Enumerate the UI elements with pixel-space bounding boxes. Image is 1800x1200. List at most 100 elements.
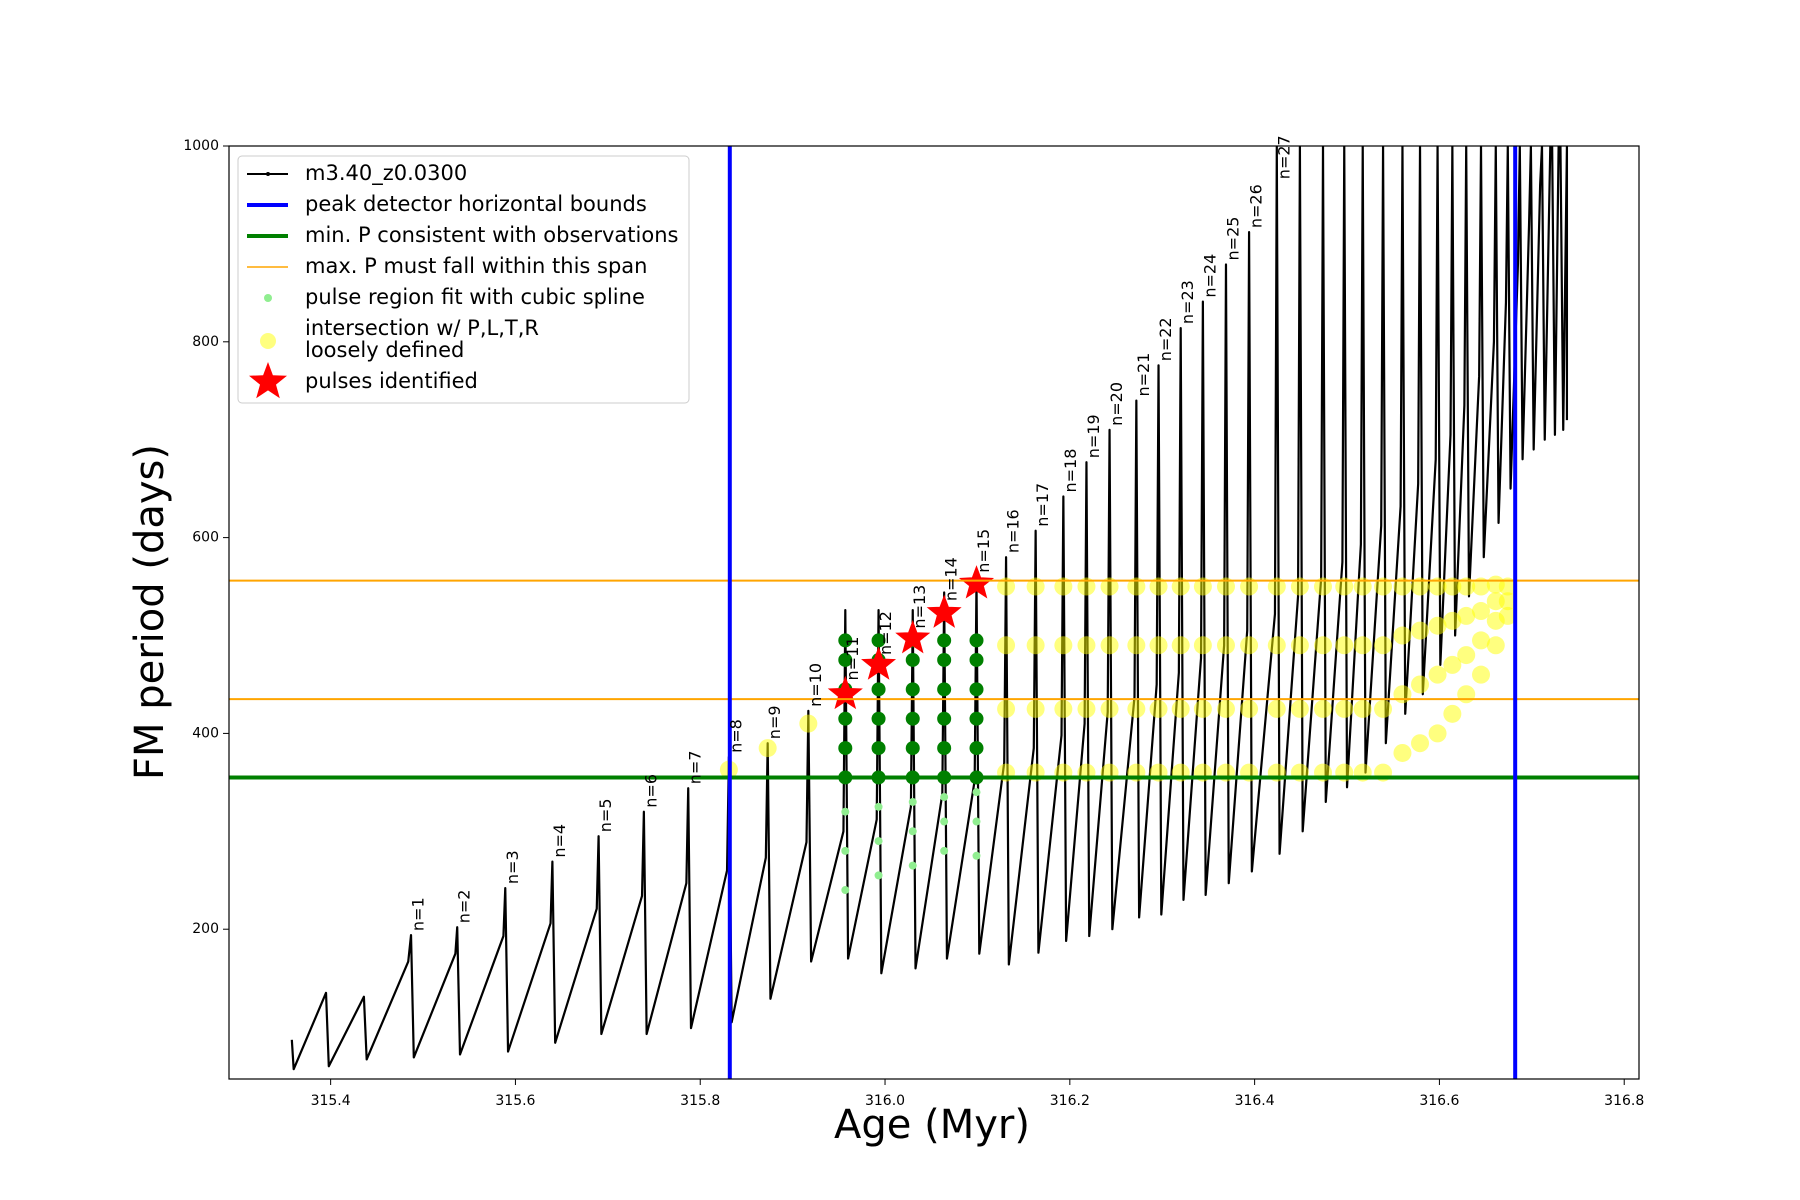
legend-label: peak detector horizontal bounds	[305, 192, 647, 216]
legend-label: pulse region fit with cubic spline	[305, 285, 645, 309]
scatter-point	[1411, 577, 1430, 596]
pulse-label: n=14	[942, 557, 961, 601]
pulse-label: n=20	[1107, 382, 1126, 426]
legend-symbol	[249, 362, 287, 399]
scatter-point	[1443, 704, 1462, 723]
scatter-point	[1290, 636, 1309, 655]
scatter-point	[1443, 577, 1462, 596]
scatter-point	[937, 682, 952, 697]
scatter-point	[758, 739, 777, 758]
scatter-point	[1457, 577, 1476, 596]
scatter-point	[1077, 577, 1096, 596]
y-tick-label: 200	[192, 921, 219, 937]
y-axis-label: FM period (days)	[127, 444, 173, 780]
scatter-point	[1149, 636, 1168, 655]
scatter-point	[1054, 577, 1073, 596]
scatter-point	[1411, 734, 1430, 753]
pulse-label: n=16	[1004, 509, 1023, 553]
star-marker	[861, 646, 897, 680]
scatter-point	[905, 741, 920, 756]
scatter-point	[1313, 699, 1332, 718]
axes-frame	[228, 145, 1640, 1080]
scatter-point	[969, 711, 984, 726]
scatter-point	[1457, 646, 1476, 665]
pulse-label: n=8	[726, 719, 745, 753]
scatter-point	[1498, 577, 1517, 596]
scatter-point	[1290, 699, 1309, 718]
plot-area	[229, 146, 1639, 1079]
scatter-point	[1077, 636, 1096, 655]
scatter-point	[841, 886, 850, 895]
pulse-label: n=15	[974, 529, 993, 573]
scatter-point	[1240, 699, 1259, 718]
scatter-point	[838, 741, 853, 756]
scatter-point	[1216, 577, 1235, 596]
scatter-point	[937, 633, 952, 648]
scatter-point	[1267, 577, 1286, 596]
scatter-point	[1443, 611, 1462, 630]
star-marker	[926, 594, 962, 628]
scatter-point	[1393, 577, 1412, 596]
pulse-label: n=1	[409, 897, 428, 931]
scatter-point	[997, 636, 1016, 655]
scatter-point	[1457, 685, 1476, 704]
scatter-point	[874, 871, 883, 880]
scatter-point	[1353, 577, 1372, 596]
y-tick-label: 600	[192, 530, 219, 546]
star-marker	[895, 619, 931, 654]
scatter-point	[1077, 699, 1096, 718]
y-tick-label: 800	[192, 334, 219, 350]
scatter-point	[874, 802, 883, 811]
scatter-point	[1428, 724, 1447, 743]
scatter-point	[1026, 699, 1045, 718]
scatter-point	[905, 652, 920, 667]
scatter-point	[1290, 577, 1309, 596]
scatter-point	[1411, 621, 1430, 640]
scatter-point	[1471, 631, 1490, 650]
legend-label: loosely defined	[305, 338, 464, 362]
pulse-label: n=7	[686, 750, 705, 784]
scatter-point	[1149, 699, 1168, 718]
legend-symbol	[260, 333, 276, 349]
y-tick-label: 400	[192, 725, 219, 741]
x-tick-label: 316.8	[1604, 1093, 1644, 1109]
pulse-label: n=2	[455, 890, 474, 924]
scatter-point	[1054, 699, 1073, 718]
scatter-point	[1374, 577, 1393, 596]
scatter-point	[1267, 699, 1286, 718]
y-tick-label: 1000	[183, 138, 219, 154]
scatter-point	[940, 846, 949, 855]
x-tick-label: 315.4	[311, 1093, 351, 1109]
scatter-point	[940, 793, 949, 802]
scatter-point	[1471, 665, 1490, 684]
scatter-point	[1127, 699, 1146, 718]
scatter-point	[908, 797, 917, 806]
scatter-point	[1411, 675, 1430, 694]
legend-label: max. P must fall within this span	[305, 254, 647, 278]
scatter-point	[1393, 743, 1412, 762]
scatter-point	[1127, 577, 1146, 596]
scatter-point	[841, 846, 850, 855]
scatter-point	[1193, 577, 1212, 596]
scatter-point	[1353, 699, 1372, 718]
legend-symbol	[264, 294, 272, 302]
data-line	[290, 146, 1569, 1071]
legend-label: m3.40_z0.0300	[305, 161, 467, 186]
pulse-label: n=5	[596, 798, 615, 832]
pulse-label: n=19	[1084, 414, 1103, 458]
legend-label: intersection w/ P,L,T,R	[305, 316, 539, 340]
pulse-label: n=18	[1061, 449, 1080, 493]
scatter-point	[1100, 577, 1119, 596]
scatter-point	[969, 652, 984, 667]
scatter-point	[1171, 636, 1190, 655]
star-marker	[827, 675, 863, 710]
scatter-point	[1100, 636, 1119, 655]
scatter-point	[1335, 699, 1354, 718]
scatter-point	[1240, 636, 1259, 655]
x-tick-label: 316.6	[1419, 1093, 1459, 1109]
pulse-label: n=10	[806, 663, 825, 707]
x-tick-label: 315.8	[680, 1093, 720, 1109]
scatter-point	[972, 851, 981, 860]
